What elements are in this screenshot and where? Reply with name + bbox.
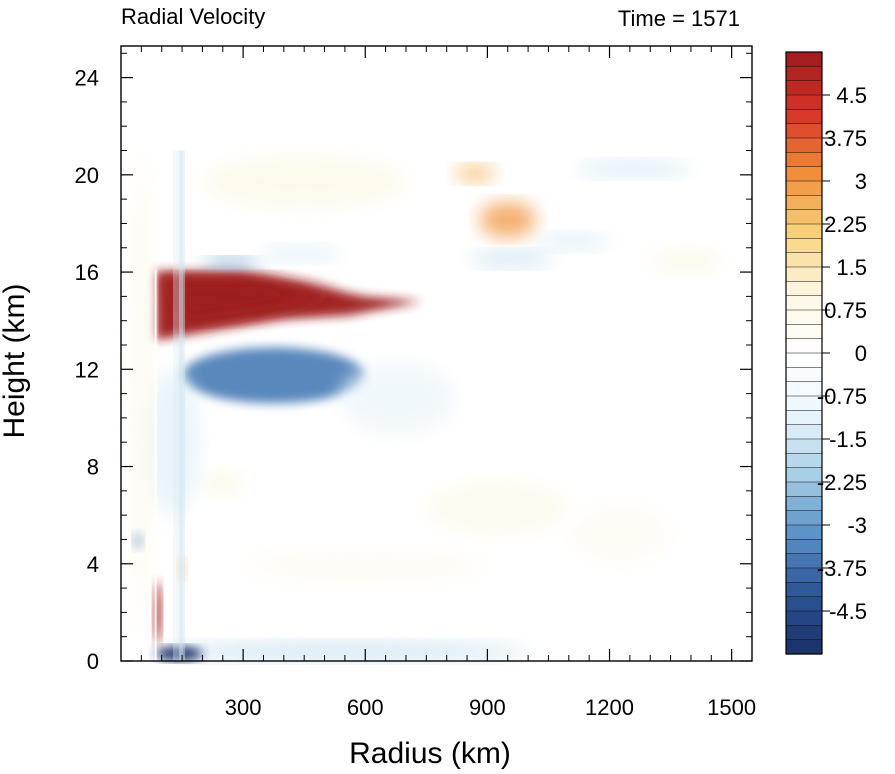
heatmap-feature-0 [155,271,423,341]
colorbar-bin [785,209,823,225]
colorbar-bin [785,223,823,239]
colorbar-bin [785,352,823,368]
colorbar-bin [785,238,823,254]
heatmap-feature-22 [129,150,154,637]
colorbar-bin [785,66,823,82]
y-tick-label: 4 [87,552,99,577]
colorbar-bin [785,94,823,110]
y-tick-label: 0 [87,649,99,674]
y-tick-label: 16 [75,260,99,285]
heatmap-feature-3 [153,641,529,661]
colorbar-label: 1.5 [836,255,867,280]
y-tick-label: 8 [87,455,99,480]
chart-title-left: Radial Velocity [121,4,265,29]
colorbar-bin [785,438,823,454]
colorbar-label: 0 [855,341,867,366]
colorbar-bin [785,596,823,612]
y-axis-label: Height (km) [0,283,31,438]
axes: 300 600 900 1200 1500 0 4 8 12 16 20 24 [75,45,756,720]
y-tick-label: 24 [75,66,99,91]
y-tick-label: 12 [75,357,99,382]
plot-frame [120,45,753,662]
x-axis-label: Radius (km) [349,737,511,770]
colorbar-bin [785,266,823,282]
colorbar-bin [785,309,823,325]
colorbar-label: 3.75 [824,126,867,151]
colorbar-bin [785,496,823,512]
colorbar-bin [785,281,823,297]
heatmap-feature-21 [145,369,199,516]
heatmap-feature-9 [259,245,341,263]
heatmap-feature-6 [177,558,187,579]
x-tick-label: 1200 [585,695,634,720]
heatmap-feature-17 [426,481,569,535]
colorbar-bin [785,338,823,354]
colorbar-label: -4.5 [829,599,867,624]
heatmap-feature-4 [155,646,203,661]
x-tick-label: 300 [225,695,262,720]
colorbar-bin [785,367,823,383]
y-tick-label: 20 [75,163,99,188]
colorbar-bin [785,410,823,426]
heatmap-feature-18 [568,505,671,564]
colorbar-bin [785,639,823,655]
plot-area [121,46,752,661]
colorbar-bin [785,166,823,182]
heatmap-feature-19 [202,471,244,496]
colorbar-bin [785,51,823,67]
colorbar-bin [785,252,823,268]
colorbar-bin [785,109,823,125]
chart-title-right: Time = 1571 [618,6,740,31]
x-tick-label: 600 [347,695,384,720]
heatmap-feature-8 [202,257,260,270]
heatmap-feature-13 [536,233,610,251]
heatmap-feature-14 [576,160,691,178]
colorbar-bin [785,582,823,598]
colorbar: 4.5 3.75 3 2.25 1.5 0.75 0 -0.75 -1.5 -2.25 -3 -3.7… [785,51,867,655]
colorbar-label: -1.5 [829,427,867,452]
colorbar-bin [785,152,823,168]
colorbar-label: -3.75 [817,556,867,581]
heatmap-feature-15 [650,247,724,275]
colorbar-label: 2.25 [824,212,867,237]
heatmap-feature-20 [243,549,488,584]
colorbar-bin [785,610,823,626]
colorbar-label: -0.75 [817,384,867,409]
colorbar-bin [785,324,823,340]
colorbar-bin [785,180,823,196]
colorbar-bin [785,195,823,211]
colorbar-bin [785,539,823,555]
colorbar-label: 4.5 [836,83,867,108]
colorbar-bin [785,295,823,311]
x-tick-label: 1500 [707,695,756,720]
heatmap-feature-2 [340,362,455,435]
colorbar-label: -2.25 [817,470,867,495]
heatmap-feature-16 [202,155,406,209]
colorbar-bin [785,424,823,440]
colorbar-bin [785,625,823,641]
colorbar-bin [785,123,823,139]
heatmap-feature-1 [182,347,366,404]
colorbar-bin [785,80,823,96]
colorbar-label: 3 [855,169,867,194]
heatmap-feature-12 [471,250,553,268]
colorbar-bin [785,510,823,526]
x-tick-label: 900 [469,695,506,720]
heatmap-feature-10 [479,201,537,239]
colorbar-bin [785,137,823,153]
colorbar-label: 0.75 [824,298,867,323]
colorbar-label: -3 [847,513,867,538]
heatmap-feature-11 [454,165,496,183]
colorbar-bin [785,524,823,540]
colorbar-bin [785,453,823,469]
